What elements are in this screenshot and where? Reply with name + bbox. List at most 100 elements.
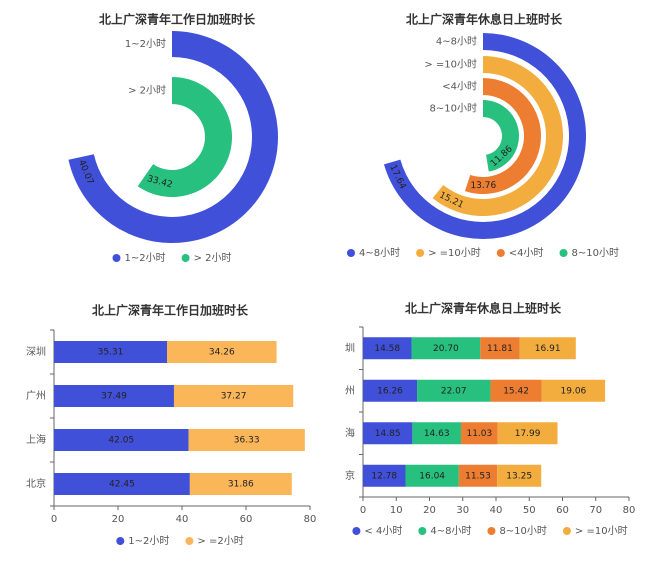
legend-marker — [496, 249, 505, 257]
x-tick-label: 60 — [556, 505, 569, 516]
chart-title: 北上广深青年休息日上班时长 — [406, 12, 563, 27]
radial-bar — [137, 77, 233, 197]
legend: 4~8小时 > =10小时 <4小时 8~10小时 — [347, 247, 619, 259]
category-label: > 2小时 — [128, 85, 166, 97]
x-tick-label: 40 — [176, 514, 189, 525]
category-label: <4小时 — [442, 81, 477, 93]
bar-segment — [363, 464, 406, 487]
value-label: 34.26 — [209, 348, 235, 358]
bar-segment — [412, 422, 462, 445]
legend-marker — [185, 537, 194, 545]
y-tick-label: 深圳 — [26, 346, 46, 358]
legend-label: 1~2小时 — [124, 252, 165, 264]
value-label: 42.05 — [108, 436, 134, 446]
legend-marker — [116, 537, 125, 545]
bar-segment — [166, 341, 277, 363]
value-label: 37.27 — [221, 392, 247, 402]
value-label: 19.06 — [561, 386, 587, 396]
legend-label: > =10小时 — [575, 525, 628, 537]
legend-label: > =2小时 — [197, 535, 243, 547]
y-tick-label: 北京 — [26, 477, 46, 490]
y-tick-label: 海 — [345, 426, 355, 439]
legend-label: 8~10小时 — [572, 247, 619, 259]
legend-marker — [352, 527, 361, 535]
legend-marker — [418, 527, 427, 535]
legend-label: 1~2小时 — [128, 535, 169, 547]
value-label: 11.03 — [466, 429, 492, 439]
legend-marker — [347, 249, 355, 257]
value-label: 11.81 — [487, 344, 513, 354]
category-label: 1~2小时 — [125, 38, 166, 50]
bar-segment — [541, 379, 606, 402]
legend-label: <4小时 — [509, 247, 544, 259]
legend: 1~2小时 > 2小时 — [112, 252, 232, 264]
value-label: 14.58 — [374, 344, 400, 354]
radial-bar — [464, 78, 541, 194]
bar-segment — [188, 429, 305, 451]
x-tick-label: 20 — [112, 514, 125, 525]
value-label: 16.26 — [377, 386, 403, 396]
x-tick-label: 50 — [523, 505, 536, 516]
x-tick-label: 0 — [51, 514, 57, 525]
y-tick-label: 圳 — [345, 342, 355, 354]
legend-label: 4~8小时 — [430, 525, 471, 537]
value-label: 16.04 — [419, 471, 445, 481]
y-tick-label: 广州 — [26, 390, 46, 402]
value-label: 14.85 — [375, 429, 401, 439]
legend-marker — [416, 249, 425, 257]
x-tick-label: 10 — [390, 505, 403, 516]
bar-segment — [405, 464, 459, 487]
value-label: 37.49 — [101, 392, 127, 402]
bar-segment — [458, 464, 498, 487]
bar-segment — [54, 385, 174, 407]
value-label: 22.07 — [441, 386, 467, 396]
x-tick-label: 80 — [304, 514, 317, 525]
chart-title: 北上广深青年工作日加班时长 — [99, 12, 256, 27]
legend-marker — [181, 254, 190, 262]
legend-marker — [559, 249, 568, 257]
chart-title: 北上广深青年休息日上班时长 — [405, 301, 562, 316]
bar-segment — [480, 337, 520, 360]
legend-label: 8~10小时 — [499, 525, 546, 537]
legend-label: > 2小时 — [194, 252, 232, 264]
bar-segment — [417, 379, 491, 402]
value-label: 15.42 — [503, 386, 529, 396]
value-label: 35.31 — [98, 348, 124, 358]
bar-segment — [497, 422, 558, 445]
radial-bar — [432, 56, 563, 216]
bar-segment — [54, 473, 190, 495]
value-label: 13.25 — [506, 471, 532, 481]
value-label: 17.99 — [515, 429, 541, 439]
bar-segment — [363, 337, 412, 360]
category-label: > =10小时 — [424, 59, 477, 71]
legend-label: > =10小时 — [428, 247, 481, 259]
bar-segment — [461, 422, 498, 445]
y-tick-label: 州 — [345, 385, 355, 397]
value-label: 12.78 — [371, 471, 397, 481]
legend-marker — [487, 527, 496, 535]
value-label: 16.91 — [535, 344, 561, 354]
x-tick-label: 60 — [240, 514, 253, 525]
legend-label: 4~8小时 — [359, 247, 400, 259]
radial-bar — [483, 100, 519, 172]
legend: 1~2小时 > =2小时 — [116, 535, 244, 547]
x-tick-label: 20 — [423, 505, 436, 516]
value-label: 11.53 — [465, 471, 491, 481]
bar-segment — [189, 473, 292, 495]
chart-title: 北上广深青年工作日加班时长 — [92, 303, 249, 318]
radial-bar — [68, 31, 278, 243]
x-tick-label: 80 — [623, 505, 636, 516]
x-tick-label: 0 — [360, 505, 366, 516]
legend-marker — [562, 527, 571, 535]
category-label: 8~10小时 — [430, 103, 477, 115]
x-tick-label: 30 — [456, 505, 469, 516]
bar-segment — [173, 385, 294, 407]
bar-segment — [497, 464, 542, 487]
value-label: 42.45 — [109, 480, 135, 490]
value-label: 13.76 — [470, 181, 496, 191]
y-tick-label: 上海 — [26, 433, 46, 446]
bar-segment — [519, 337, 576, 360]
legend-marker — [112, 254, 121, 262]
bar-segment — [54, 429, 189, 451]
x-tick-label: 70 — [589, 505, 602, 516]
